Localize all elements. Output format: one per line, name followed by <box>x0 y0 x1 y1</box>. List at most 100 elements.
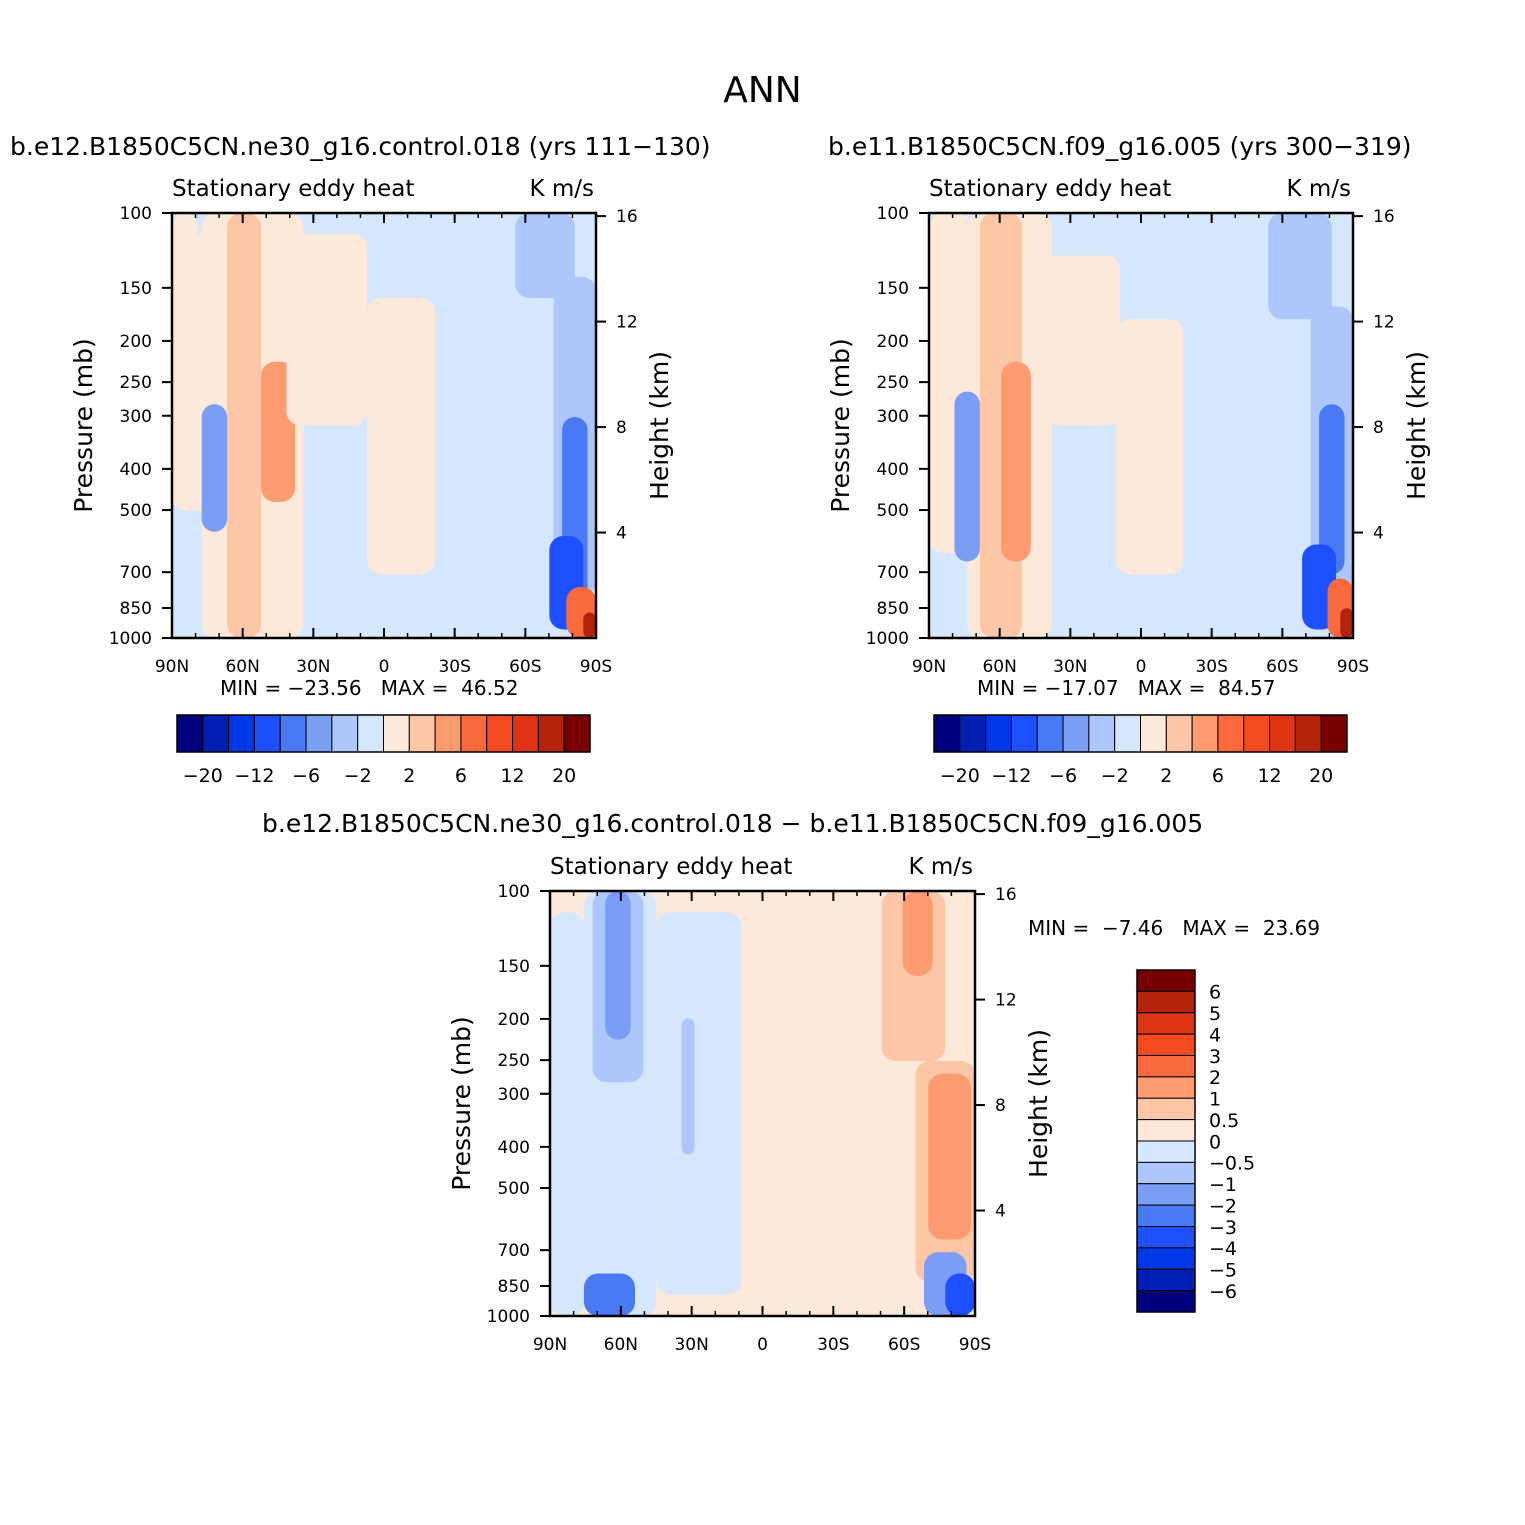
y-tick-label: 250 <box>498 1051 530 1071</box>
colorbar-frame <box>176 714 591 753</box>
colorbar-swatch <box>1136 1140 1196 1163</box>
colorbar-swatch <box>1136 1097 1196 1121</box>
colorbar-swatch <box>1136 1055 1196 1078</box>
y-tick-label: 1000 <box>866 629 909 649</box>
y-tick-label: 100 <box>498 882 530 902</box>
colorbar-label: 4 <box>1209 1024 1221 1046</box>
colorbar-swatch <box>305 714 333 753</box>
x-tick-label: 90N <box>155 657 189 677</box>
y-tick-label: 250 <box>877 373 909 393</box>
x-tick-label: 60N <box>225 657 259 677</box>
colorbar-label: −6 <box>1209 1281 1237 1303</box>
colorbar-swatch <box>1243 714 1271 753</box>
colorbar-label: −6 <box>1049 765 1077 787</box>
y-right-tick-label: 4 <box>995 1202 1006 1222</box>
y-right-tick-label: 8 <box>995 1096 1006 1116</box>
panel3-minmax: MIN = −7.46 MAX = 23.69 <box>1028 916 1320 940</box>
y-axis-title: Pressure (mb) <box>69 338 98 512</box>
colorbar-label: −2 <box>344 765 372 787</box>
y-tick-label: 850 <box>498 1277 530 1297</box>
y-tick-label: 300 <box>498 1085 530 1105</box>
colorbar-swatch <box>537 714 565 753</box>
y-axis-title: Pressure (mb) <box>826 338 855 512</box>
colorbar-swatch <box>228 714 255 753</box>
y-right-axis-title: Height (km) <box>1024 1029 1053 1178</box>
colorbar-swatch <box>1136 1247 1196 1270</box>
contour-region <box>605 891 631 1040</box>
y-tick-label: 850 <box>120 599 152 619</box>
subtitle-right: K m/s <box>908 854 973 880</box>
colorbar-label: 12 <box>500 765 524 787</box>
x-tick-label: 0 <box>757 1335 768 1355</box>
contour-region <box>1268 213 1332 320</box>
max-value: 46.52 <box>461 676 519 700</box>
x-tick-label: 60N <box>982 657 1016 677</box>
subtitle-left: Stationary eddy heat <box>172 176 414 202</box>
y-right-tick-label: 4 <box>616 524 627 544</box>
y-right-axis-title: Height (km) <box>1402 351 1431 500</box>
colorbar-swatch <box>357 714 384 753</box>
colorbar-swatch <box>279 714 307 753</box>
x-tick-label: 30S <box>1195 657 1227 677</box>
colorbar-label: 3 <box>1209 1046 1221 1068</box>
colorbar-label: 6 <box>1209 982 1221 1004</box>
y-tick-label: 1000 <box>487 1307 530 1327</box>
max-value: 23.69 <box>1262 916 1321 940</box>
contour-region <box>515 213 575 298</box>
y-right-tick-label: 12 <box>616 313 638 333</box>
figure-title: ANN <box>723 70 802 111</box>
y-tick-label: 500 <box>877 501 909 521</box>
contour-region <box>928 1073 971 1240</box>
y-right-axis-title: Height (km) <box>645 351 674 500</box>
contour-region <box>1340 608 1353 638</box>
colorbar-swatch <box>253 714 281 753</box>
max-label: MAX = <box>380 676 449 700</box>
colorbar-swatch <box>1140 714 1167 753</box>
max-label: MAX = <box>1137 676 1206 700</box>
y-right-tick-label: 8 <box>616 418 627 438</box>
y-tick-label: 500 <box>120 501 152 521</box>
colorbar-label: −5 <box>1209 1260 1237 1282</box>
min-label: MIN = <box>977 676 1039 700</box>
colorbar-label: 20 <box>552 765 576 787</box>
colorbar-swatch <box>434 714 462 753</box>
x-tick-label: 30N <box>296 657 330 677</box>
panel1-minmax: MIN = −23.56 MAX = 46.52 <box>220 676 518 700</box>
panel1-title: b.e12.B1850C5CN.ne30_g16.control.018 (yr… <box>10 132 711 161</box>
max-value: 84.57 <box>1218 676 1276 700</box>
colorbar-label: −2 <box>1209 1195 1237 1217</box>
y-tick-label: 1000 <box>109 629 152 649</box>
colorbar-label: 5 <box>1209 1003 1221 1025</box>
y-tick-label: 100 <box>120 204 152 224</box>
contour-region <box>583 612 596 638</box>
colorbar-swatch <box>331 714 359 753</box>
y-tick-label: 850 <box>877 599 909 619</box>
contour-region <box>902 891 933 976</box>
colorbar-swatch <box>933 714 961 753</box>
y-right-tick-label: 16 <box>616 207 638 227</box>
y-tick-label: 200 <box>498 1010 530 1030</box>
colorbar-swatch <box>1136 1119 1196 1142</box>
colorbar-swatch <box>383 714 410 753</box>
colorbar-1: −20 −12 −6 −2 2 6 12 20 <box>176 714 591 787</box>
colorbar-swatch <box>1010 714 1038 753</box>
colorbar-label: 20 <box>1309 765 1333 787</box>
colorbar-swatch <box>1136 990 1196 1014</box>
x-tick-label: 90S <box>959 1335 991 1355</box>
colorbar-swatch <box>202 714 230 753</box>
x-tick-label: 30S <box>817 1335 849 1355</box>
panel2: Stationary eddy heat K m/s 90N 60N 30N 0 30S 60… <box>826 176 1431 677</box>
contour-region <box>550 912 584 1316</box>
panel3-title: b.e12.B1850C5CN.ne30_g16.control.018 − b… <box>262 809 1204 838</box>
colorbar-swatch <box>1114 714 1141 753</box>
contour-region <box>1001 361 1031 562</box>
colorbar-swatch <box>1062 714 1090 753</box>
subtitle-right: K m/s <box>529 176 594 202</box>
panel2-minmax: MIN = −17.07 MAX = 84.57 <box>977 676 1275 700</box>
colorbar-label: −3 <box>1209 1217 1237 1239</box>
contour-region <box>681 1018 695 1155</box>
contour-region <box>1043 255 1120 426</box>
y-right-tick-label: 12 <box>995 991 1017 1011</box>
min-label: MIN = <box>220 676 282 700</box>
